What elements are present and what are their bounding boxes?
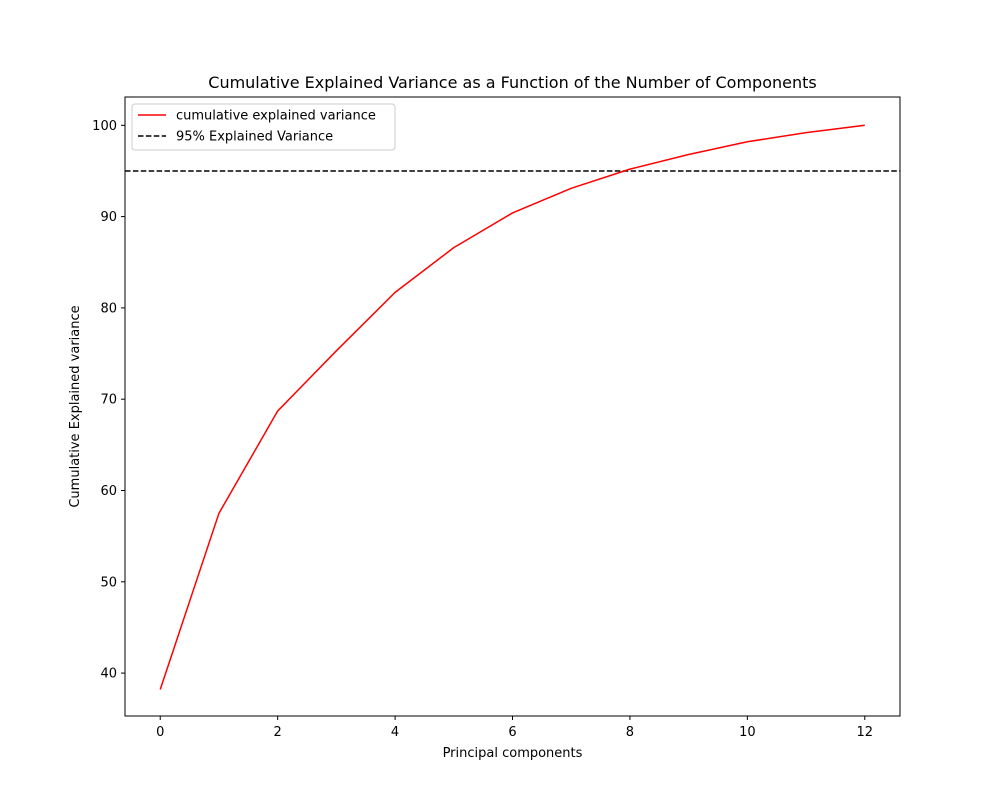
- y-tick-label: 70: [100, 393, 117, 408]
- y-tick-label: 90: [100, 210, 117, 225]
- y-tick-label: 50: [100, 575, 117, 590]
- x-tick-label: 12: [856, 725, 873, 740]
- y-axis-label: Cumulative Explained variance: [68, 305, 83, 507]
- legend-box: [131, 103, 396, 151]
- x-tick-label: 10: [739, 725, 756, 740]
- y-tick-label: 40: [100, 667, 117, 682]
- axes-frame: [124, 96, 901, 717]
- plot-area: [125, 124, 900, 690]
- x-tick-label: 8: [626, 725, 634, 740]
- y-tick-label: 60: [100, 484, 117, 499]
- legend-label-threshold: 95% Explained Variance: [176, 130, 333, 145]
- y-tick-label: 80: [100, 301, 117, 316]
- legend: cumulative explained variance 95% Explai…: [131, 103, 396, 151]
- x-tick-label: 0: [156, 725, 164, 740]
- series-line-cumulative-variance: [159, 124, 865, 690]
- x-tick-label: 6: [508, 725, 516, 740]
- legend-label-variance: cumulative explained variance: [176, 109, 376, 124]
- chart-title: Cumulative Explained Variance as a Funct…: [208, 73, 816, 92]
- y-axis: 40 50 60 70 80 90 100: [92, 119, 125, 682]
- x-axis: 0 2 4 6 8 10 12: [156, 716, 873, 740]
- x-axis-label: Principal components: [443, 746, 583, 761]
- y-tick-label: 100: [92, 119, 117, 134]
- x-tick-label: 2: [274, 725, 282, 740]
- x-tick-label: 4: [391, 725, 399, 740]
